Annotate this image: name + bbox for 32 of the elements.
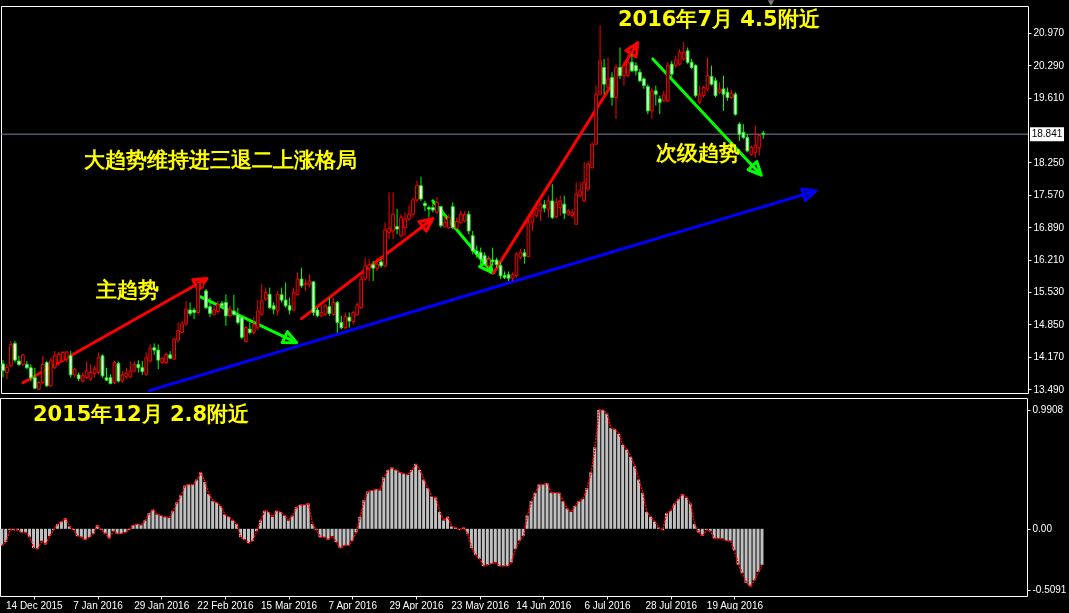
x-tick-label: 29 Apr 2016	[389, 599, 444, 611]
annotation: 大趋势维持进三退二上涨格局	[84, 148, 357, 172]
x-tick-label: 29 Jan 2016	[134, 599, 190, 611]
annotation: 主趋势	[95, 278, 159, 302]
annotation: 次级趋势	[656, 141, 740, 165]
y-tick-label: -0.5091	[1032, 584, 1067, 596]
x-tick-label: 22 Feb 2016	[197, 599, 254, 611]
y-tick-label: 15.530	[1033, 286, 1065, 298]
y-tick-label: 0.00	[1032, 523, 1053, 535]
y-tick-label: 13.490	[1033, 383, 1065, 395]
x-tick-label: 19 Aug 2016	[706, 599, 764, 611]
x-tick-label: 7 Apr 2016	[328, 599, 378, 611]
x-tick-label: 28 Jul 2016	[645, 599, 698, 611]
y-tick-label: 18.250	[1033, 156, 1065, 168]
x-tick-label: 14 Dec 2015	[5, 599, 64, 611]
y-tick-label: 19.610	[1033, 92, 1065, 104]
x-tick-label: 23 May 2016	[451, 599, 510, 611]
annotation: 2015年12月 2.8附近	[33, 402, 250, 426]
x-tick-label: 7 Jan 2016	[73, 599, 124, 611]
ref-line-label: 18.841	[1031, 128, 1063, 140]
y-tick-label: 20.970	[1033, 27, 1065, 39]
y-tick-label: 16.210	[1033, 254, 1065, 266]
x-tick-label: 6 Jul 2016	[584, 599, 632, 611]
y-tick-label: 0.9908	[1032, 404, 1064, 416]
y-tick-label: 14.170	[1033, 351, 1065, 363]
x-tick-label: 14 Jun 2016	[516, 599, 572, 611]
x-tick-label: 15 Mar 2016	[261, 599, 318, 611]
y-tick-label: 17.570	[1033, 189, 1065, 201]
y-tick-label: 20.290	[1033, 59, 1065, 71]
y-tick-label: 16.890	[1033, 221, 1065, 233]
y-tick-label: 14.850	[1033, 318, 1065, 330]
annotation: 2016年7月 4.5附近	[618, 7, 820, 31]
